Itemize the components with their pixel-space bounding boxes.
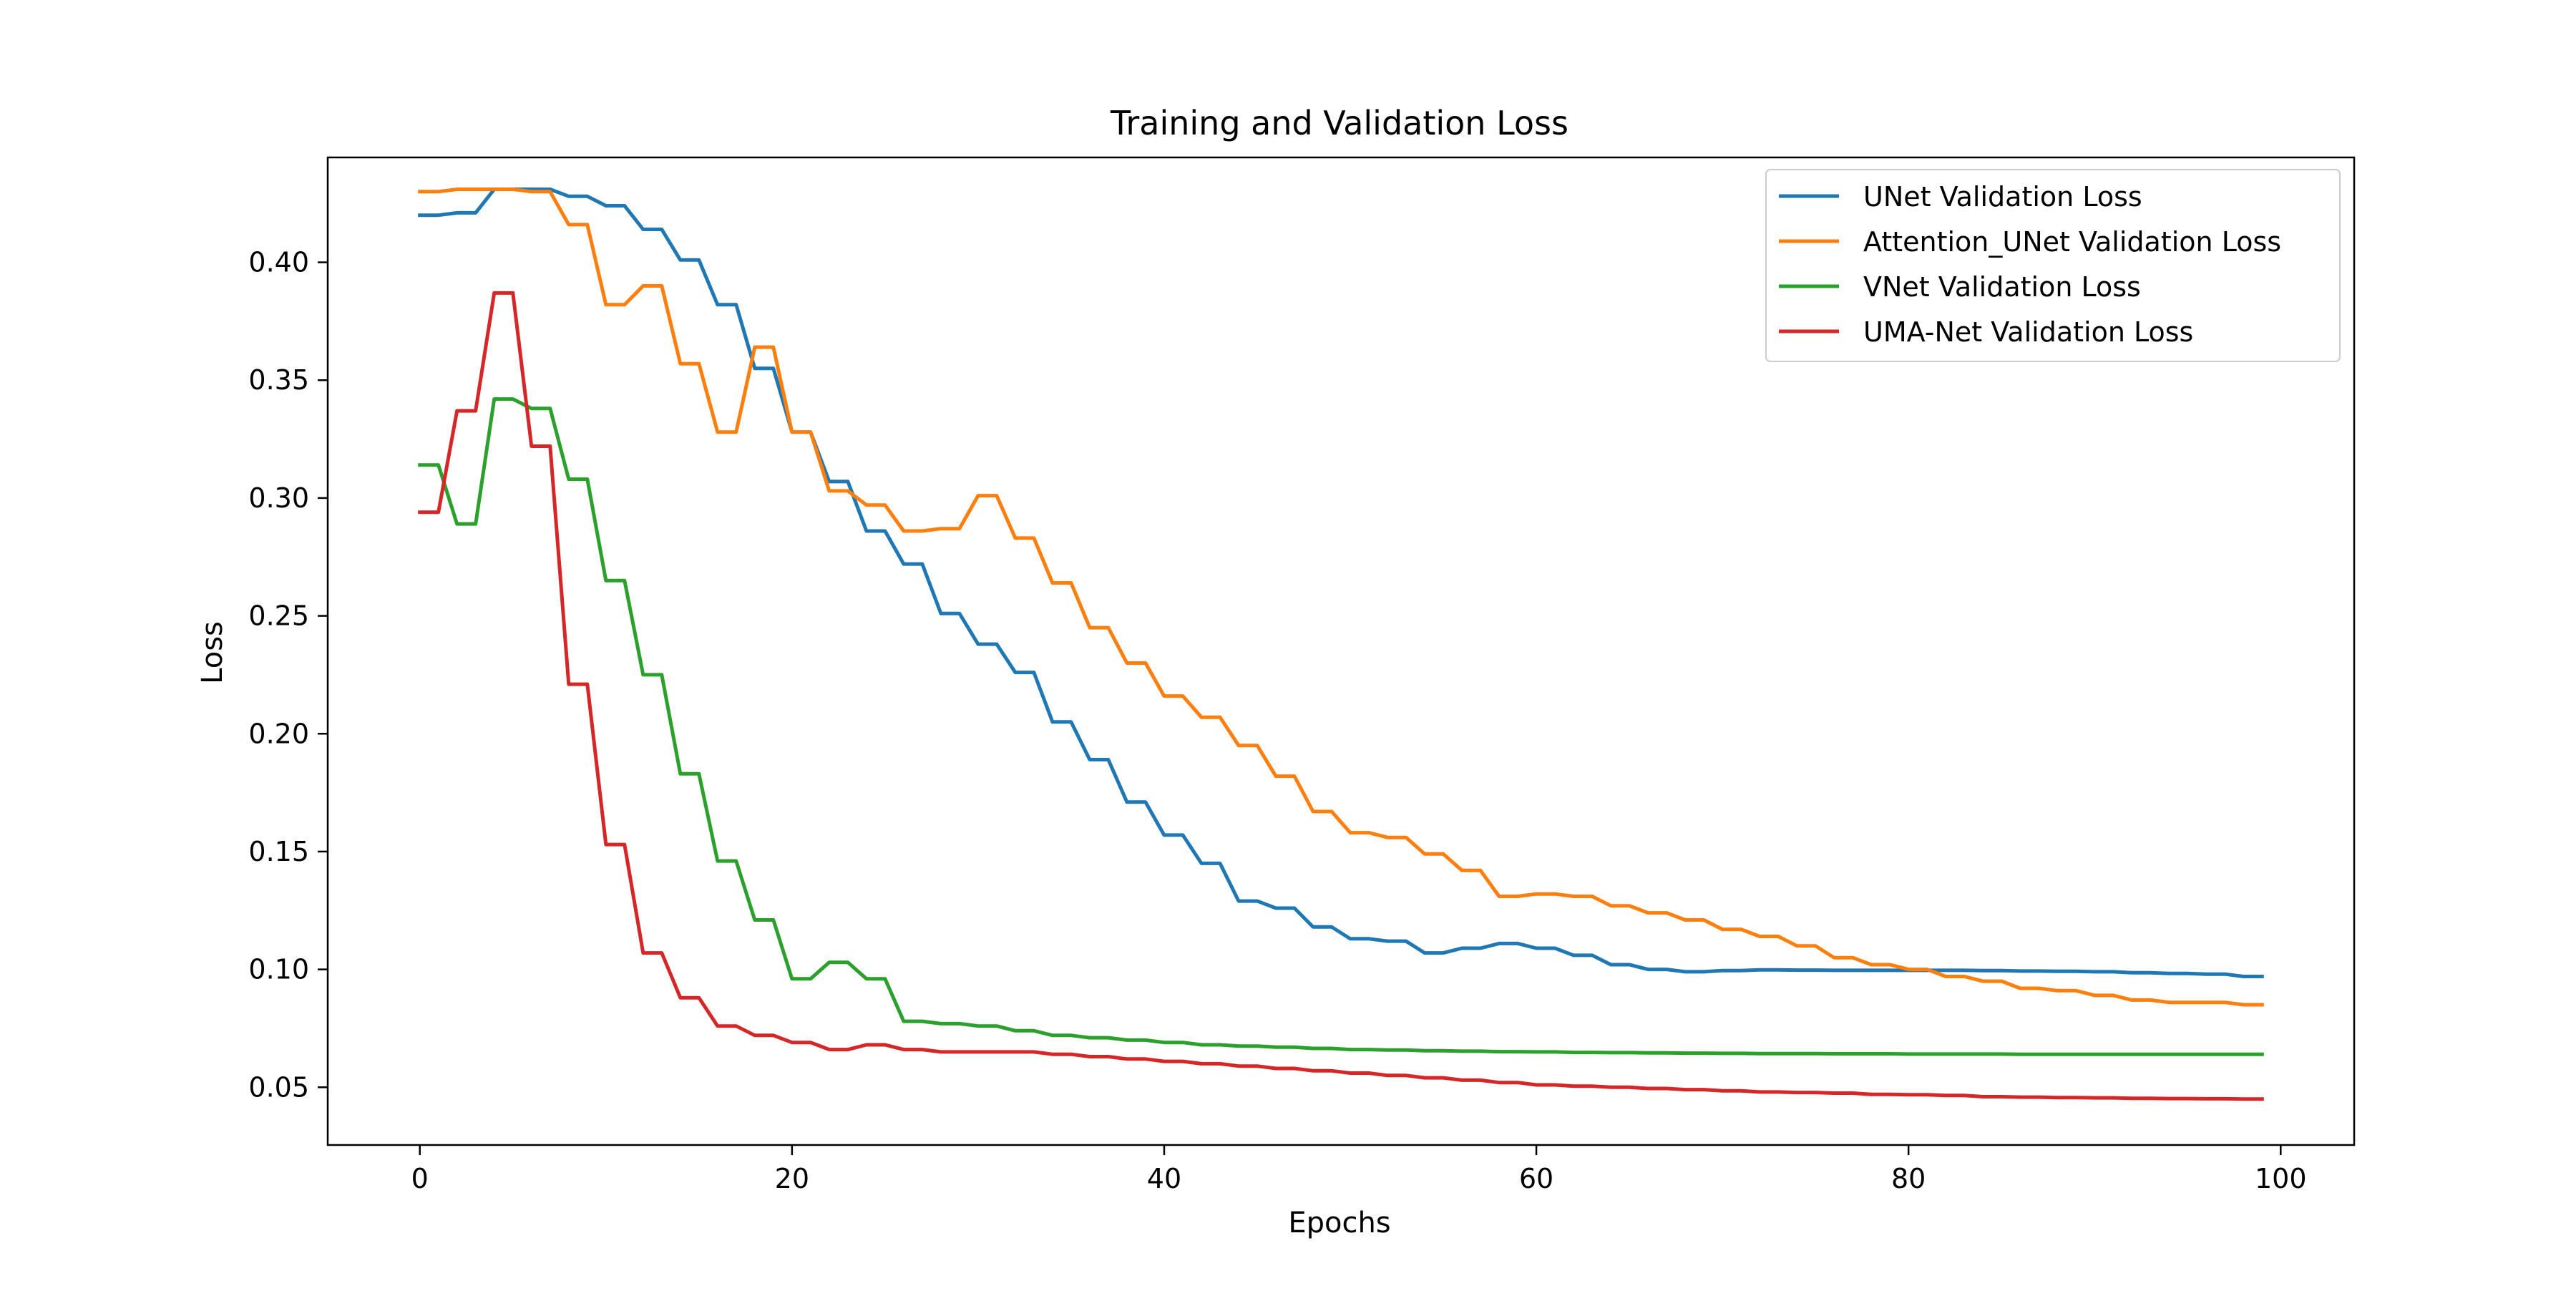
y-tick-label: 0.10 xyxy=(248,954,309,985)
x-tick-label: 0 xyxy=(411,1163,429,1194)
y-tick-label: 0.30 xyxy=(248,482,309,514)
series-line-1 xyxy=(418,187,2264,1007)
x-tick-label: 100 xyxy=(2255,1163,2307,1194)
y-tick-label: 0.40 xyxy=(248,247,309,278)
plot-frame xyxy=(326,156,2356,1146)
y-tick-label: 0.25 xyxy=(248,600,309,632)
legend-label-2: VNet Validation Loss xyxy=(1863,271,2141,303)
x-tick-label: 80 xyxy=(1891,1163,1926,1194)
series-layer xyxy=(418,187,2264,1101)
y-tick-label: 0.05 xyxy=(248,1071,309,1103)
legend-frame xyxy=(1765,169,2341,362)
axes-layer: 0 20 40 60 80 100 0.05 0.10 0.15 0.20 0.25 0.30 0.35… xyxy=(248,156,2356,1194)
series-line-2 xyxy=(418,397,2264,1056)
legend: UNet Validation Loss Attention_UNet Valid… xyxy=(1765,169,2341,362)
y-axis-label: Loss xyxy=(196,621,229,684)
chart-title: Training and Validation Loss xyxy=(1110,104,1568,142)
y-tick-label: 0.35 xyxy=(248,364,309,396)
legend-label-3: UMA-Net Validation Loss xyxy=(1863,316,2193,348)
x-tick-label: 60 xyxy=(1519,1163,1553,1194)
x-tick-label: 40 xyxy=(1147,1163,1181,1194)
y-tick-label: 0.20 xyxy=(248,718,309,749)
series-line-3 xyxy=(418,291,2264,1101)
legend-label-1: Attention_UNet Validation Loss xyxy=(1863,226,2281,258)
series-line-0 xyxy=(418,187,2264,978)
y-tick-label: 0.15 xyxy=(248,836,309,867)
x-tick-label: 20 xyxy=(775,1163,809,1194)
x-axis-label: Epochs xyxy=(1288,1207,1390,1239)
legend-label-0: UNet Validation Loss xyxy=(1863,181,2142,213)
